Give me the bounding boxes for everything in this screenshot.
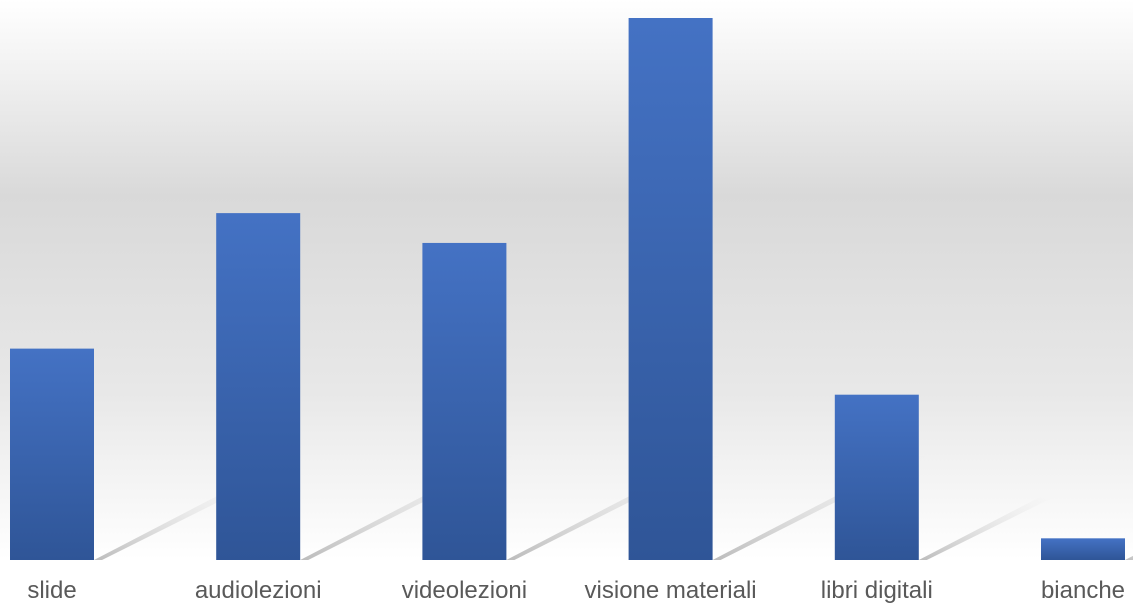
category-label-videolezioni: videolezioni bbox=[402, 577, 527, 604]
category-label-audiolezioni: audiolezioni bbox=[195, 577, 322, 604]
bar-visione-materiali bbox=[628, 18, 713, 560]
category-label-slide: slide bbox=[27, 577, 76, 604]
category-label-bianche: bianche bbox=[1041, 577, 1125, 604]
bar-libri-digitali bbox=[834, 394, 919, 560]
bar-shadow-slide bbox=[94, 483, 255, 560]
bar-audiolezioni bbox=[216, 213, 301, 560]
category-label-visione-materiali: visione materiali bbox=[585, 577, 757, 604]
bar-slide bbox=[10, 348, 94, 560]
bar-videolezioni bbox=[422, 242, 507, 560]
bar-bianche bbox=[1041, 538, 1125, 560]
bar-shadow-libri-digitali bbox=[918, 497, 1054, 560]
bars bbox=[10, 18, 1125, 560]
category-label-libri-digitali: libri digitali bbox=[821, 577, 933, 604]
plot-background bbox=[0, 0, 1133, 560]
bar-shadow-bianche bbox=[1125, 555, 1133, 560]
category-labels: slide audiolezioni videolezioni visione mat… bbox=[27, 577, 1125, 604]
